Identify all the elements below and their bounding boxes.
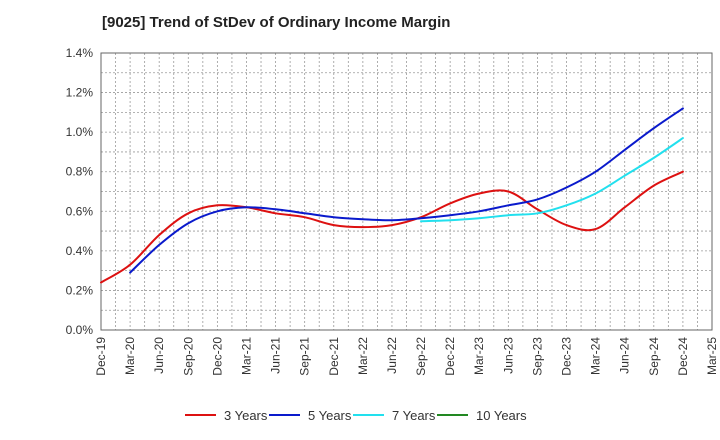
y-tick-label: 0.6% (66, 204, 94, 218)
chart-title: [9025] Trend of StDev of Ordinary Income… (102, 14, 451, 31)
y-tick-label: 1.2% (66, 86, 94, 100)
series-line-7-years (420, 137, 684, 223)
x-tick-label: Mar-23 (472, 337, 486, 375)
legend-label-10-years: 10 Years (476, 408, 527, 423)
series-line-3-years (100, 170, 684, 284)
x-tick-label: Jun-22 (385, 337, 399, 374)
legend: 3 Years 5 Years 7 Years 10 Years (185, 408, 527, 423)
x-tick-label: Jun-23 (501, 337, 515, 374)
y-tick-label: 1.0% (66, 125, 94, 139)
x-tick-label: Sep-24 (647, 337, 661, 376)
y-tick-label: 0.0% (66, 323, 94, 337)
legend-label-3-years: 3 Years (224, 408, 268, 423)
axes: 0.0% 0.2% 0.4% 0.6% 0.8% 1.0% 1.2% 1.4% Dec-19 Ma… (66, 46, 719, 376)
x-tick-label: Dec-19 (94, 337, 108, 376)
x-tick-label: Dec-23 (560, 337, 574, 376)
y-tick-label: 1.4% (66, 46, 94, 60)
x-tick-label: Mar-24 (589, 337, 603, 375)
x-tick-label: Jun-20 (152, 337, 166, 374)
x-tick-label: Mar-25 (705, 337, 719, 375)
x-tick-label: Dec-24 (676, 337, 690, 376)
legend-label-5-years: 5 Years (308, 408, 352, 423)
x-tick-label: Dec-20 (210, 337, 224, 376)
x-tick-label: Mar-22 (356, 337, 370, 375)
x-tick-label: Jun-21 (269, 337, 283, 374)
x-tick-label: Mar-21 (239, 337, 253, 375)
x-tick-label: Dec-22 (443, 337, 457, 376)
x-tick-label: Jun-24 (618, 337, 632, 374)
y-tick-label: 0.8% (66, 165, 94, 179)
x-tick-label: Sep-20 (181, 337, 195, 376)
legend-label-7-years: 7 Years (392, 408, 436, 423)
series-lines (100, 107, 684, 284)
plot-frame (100, 52, 713, 331)
x-tick-label: Dec-21 (327, 337, 341, 376)
x-tick-label: Sep-22 (414, 337, 428, 376)
y-tick-label: 0.4% (66, 244, 94, 258)
x-tick-label: Sep-21 (298, 337, 312, 376)
x-tick-label: Sep-23 (530, 337, 544, 376)
series-line-5-years (129, 107, 684, 274)
x-tick-label: Mar-20 (123, 337, 137, 375)
y-tick-label: 0.2% (66, 283, 94, 297)
